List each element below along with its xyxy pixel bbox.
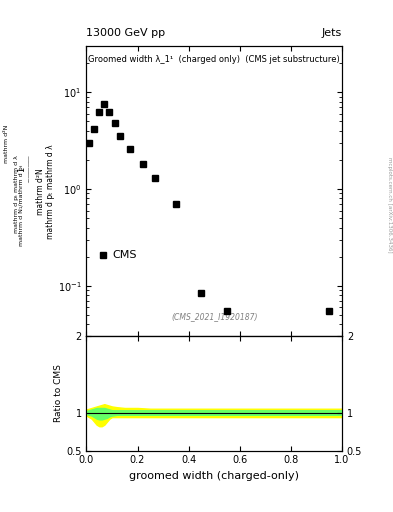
- Text: Groomed width λ_1¹  (charged only)  (CMS jet substructure): Groomed width λ_1¹ (charged only) (CMS j…: [88, 55, 340, 64]
- Text: mathrm d²N: mathrm d²N: [4, 124, 9, 162]
- Text: 1: 1: [17, 166, 26, 172]
- Text: __________: __________: [25, 155, 30, 183]
- Text: Jets: Jets: [321, 28, 342, 38]
- Text: CMS: CMS: [112, 250, 136, 260]
- X-axis label: groomed width (charged-only): groomed width (charged-only): [129, 471, 299, 481]
- Text: mathrm d N₁/mathrm d pₜ: mathrm d N₁/mathrm d pₜ: [19, 164, 24, 246]
- Text: mcplots.cern.ch [arXiv:1306.3436]: mcplots.cern.ch [arXiv:1306.3436]: [387, 157, 392, 252]
- Text: mathrm d pₜ mathrm d λ: mathrm d pₜ mathrm d λ: [14, 156, 19, 233]
- Y-axis label: mathrm d²N
mathrm d pₜ mathrm d λ: mathrm d²N mathrm d pₜ mathrm d λ: [36, 144, 55, 239]
- Y-axis label: Ratio to CMS: Ratio to CMS: [55, 365, 63, 422]
- Text: (CMS_2021_I1920187): (CMS_2021_I1920187): [171, 312, 257, 321]
- Text: 13000 GeV pp: 13000 GeV pp: [86, 28, 165, 38]
